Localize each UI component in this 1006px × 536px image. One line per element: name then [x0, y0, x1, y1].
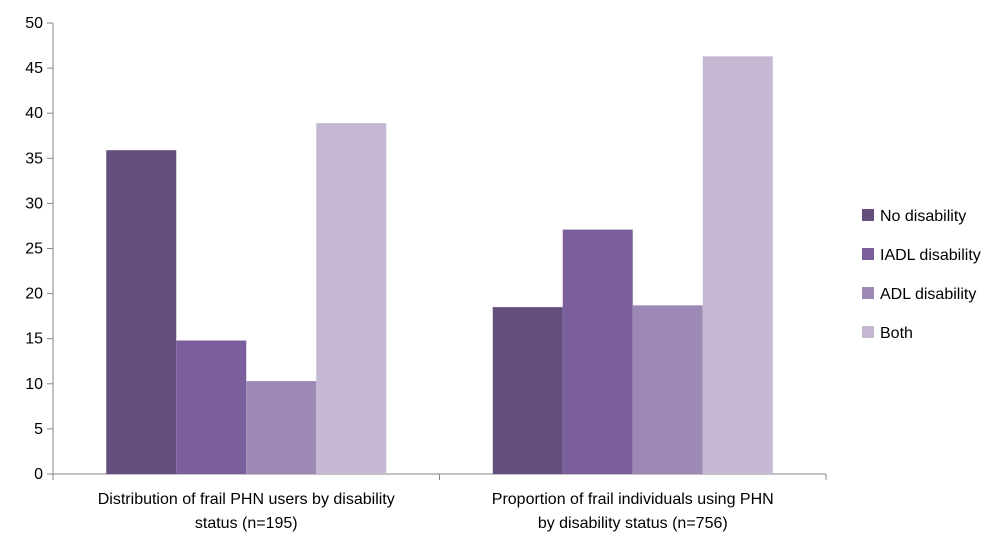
legend-label: No disability: [880, 208, 966, 225]
bars: [106, 56, 773, 475]
y-tick-label: 10: [25, 376, 43, 393]
legend-swatch: [862, 209, 874, 221]
y-tick-label: 45: [25, 60, 43, 77]
bar-adl-disability-cat2: [632, 305, 703, 474]
bar-iadl-disability-cat1: [176, 340, 247, 474]
category-labels: Distribution of frail PHN users by disab…: [98, 491, 774, 532]
bar-both-cat2: [702, 56, 773, 475]
y-tick-label: 50: [25, 15, 43, 32]
y-axis: 0 5 10 15 20 25 30 35 40 45 50: [25, 15, 54, 483]
category-label: Distribution of frail PHN users by disab…: [98, 491, 395, 508]
bar-adl-disability-cat1: [246, 381, 317, 474]
y-tick-label: 5: [34, 421, 43, 438]
bar-no-disability-cat1: [106, 150, 177, 474]
legend: No disability IADL disability ADL disabili…: [862, 208, 981, 342]
bar-iadl-disability-cat2: [562, 229, 633, 474]
y-tick-label: 0: [34, 466, 43, 483]
legend-label: Both: [880, 325, 913, 342]
x-axis: [52, 473, 827, 480]
bar-both-cat1: [316, 123, 387, 474]
legend-label: IADL disability: [880, 247, 981, 264]
category-label: by disability status (n=756): [538, 515, 728, 532]
category-label: status (n=195): [195, 515, 298, 532]
y-tick-label: 35: [25, 150, 43, 167]
y-tick-label: 20: [25, 286, 43, 303]
legend-swatch: [862, 248, 874, 260]
legend-swatch: [862, 287, 874, 299]
y-tick-label: 25: [25, 241, 43, 258]
category-label: Proportion of frail individuals using PH…: [492, 491, 774, 508]
y-tick-label: 30: [25, 195, 43, 212]
y-tick-label: 15: [25, 331, 43, 348]
y-tick-label: 40: [25, 105, 43, 122]
legend-label: ADL disability: [880, 286, 976, 303]
bar-no-disability-cat2: [492, 307, 563, 474]
legend-swatch: [862, 326, 874, 338]
